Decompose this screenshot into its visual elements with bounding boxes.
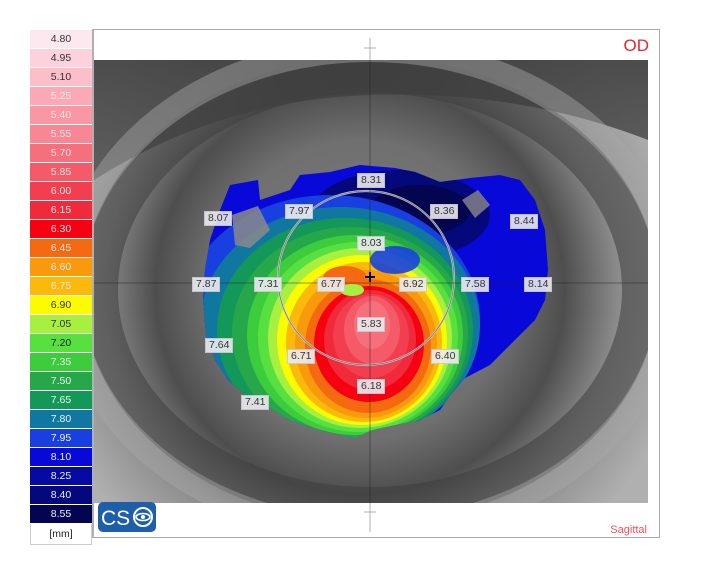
curvature-value: 8.03 bbox=[357, 236, 386, 251]
legend-swatch: 6.15 bbox=[30, 201, 92, 219]
legend-swatch: 8.10 bbox=[30, 448, 92, 466]
curvature-value: 6.71 bbox=[287, 349, 316, 364]
legend-swatch: 6.30 bbox=[30, 220, 92, 238]
curvature-value: 7.58 bbox=[461, 277, 490, 292]
legend-swatch: 6.60 bbox=[30, 258, 92, 276]
curvature-value: 7.64 bbox=[205, 338, 234, 353]
legend-swatch: 7.95 bbox=[30, 429, 92, 447]
curvature-value: 7.41 bbox=[241, 395, 270, 410]
curvature-value: 6.77 bbox=[317, 277, 346, 292]
curvature-value: 7.87 bbox=[192, 277, 221, 292]
legend-swatch: 5.55 bbox=[30, 125, 92, 143]
svg-text:CS: CS bbox=[101, 507, 130, 530]
cso-logo: CS bbox=[98, 502, 156, 532]
legend-swatch: 4.80 bbox=[30, 30, 92, 48]
curvature-value: 8.07 bbox=[204, 211, 233, 226]
legend-swatch: 5.40 bbox=[30, 106, 92, 124]
legend-swatch: 8.25 bbox=[30, 467, 92, 485]
legend-swatch: 5.10 bbox=[30, 68, 92, 86]
legend-swatch: 4.95 bbox=[30, 49, 92, 67]
curvature-value: 7.31 bbox=[254, 277, 283, 292]
legend-swatch: 7.65 bbox=[30, 391, 92, 409]
eye-topography-image bbox=[94, 60, 648, 503]
color-scale-legend: 4.80 4.95 5.10 5.25 5.40 5.55 5.70 5.85 6.00 6.15… bbox=[30, 30, 92, 545]
legend-swatch: 6.75 bbox=[30, 277, 92, 295]
legend-swatch: 8.55 bbox=[30, 505, 92, 523]
map-type-label: Sagittal bbox=[610, 524, 647, 536]
legend-swatch: 7.05 bbox=[30, 315, 92, 333]
legend-swatch: 7.35 bbox=[30, 353, 92, 371]
curvature-value: 8.36 bbox=[430, 204, 459, 219]
eye-side-label: OD bbox=[623, 36, 650, 55]
legend-swatch: 7.20 bbox=[30, 334, 92, 352]
curvature-value: 6.92 bbox=[399, 277, 428, 292]
legend-swatch: 8.40 bbox=[30, 486, 92, 504]
legend-swatch: 6.00 bbox=[30, 182, 92, 200]
curvature-value: 8.14 bbox=[524, 277, 553, 292]
legend-swatch: 7.50 bbox=[30, 372, 92, 390]
curvature-value: 5.83 bbox=[357, 317, 386, 332]
legend-swatch: 7.80 bbox=[30, 410, 92, 428]
legend-unit-label: [mm] bbox=[30, 524, 92, 545]
legend-swatch: 6.45 bbox=[30, 239, 92, 257]
curvature-value: 6.18 bbox=[357, 379, 386, 394]
curvature-value: 7.97 bbox=[285, 204, 314, 219]
legend-swatch: 5.85 bbox=[30, 163, 92, 181]
legend-swatch: 5.25 bbox=[30, 87, 92, 105]
legend-swatch: 5.70 bbox=[30, 144, 92, 162]
legend-swatch: 6.90 bbox=[30, 296, 92, 314]
curvature-value: 8.31 bbox=[357, 173, 386, 188]
curvature-value: 6.40 bbox=[431, 349, 460, 364]
curvature-value: 8.44 bbox=[510, 214, 539, 229]
